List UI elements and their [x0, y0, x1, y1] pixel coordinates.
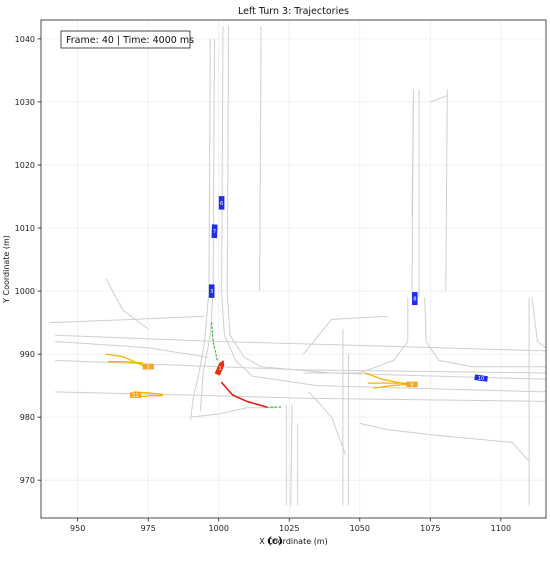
x-tick-label: 1050: [350, 524, 370, 533]
y-tick-label: 990: [20, 350, 35, 359]
trajectory-line: [136, 395, 163, 398]
lane-line: [49, 315, 205, 324]
y-tick-label: 970: [20, 476, 35, 485]
x-axis-label: X Coordinate (m): [259, 537, 327, 546]
lane-line: [430, 95, 448, 103]
vehicle-body: [406, 381, 418, 388]
vehicle-8: [411, 292, 418, 306]
lane-line: [226, 26, 546, 380]
y-axis-label: Y Coordinate (m): [2, 235, 11, 304]
vehicle-11: [129, 392, 142, 398]
frame-annotation: Frame: 40 | Time: 4000 ms: [60, 30, 194, 49]
figure-caption: (c): [267, 536, 283, 547]
x-tick-label: 950: [70, 524, 85, 533]
lane-line: [199, 38, 215, 411]
y-tick-label: 1020: [15, 161, 35, 170]
annotation-text: Frame: 40 | Time: 4000 ms: [66, 35, 194, 46]
trajectory-line: [373, 383, 409, 389]
y-tick-label: 1030: [15, 98, 35, 107]
trajectory-line: [220, 381, 268, 408]
trajectory-line: [211, 322, 218, 361]
vehicle-6: [218, 196, 225, 210]
lane-line: [105, 278, 149, 330]
lane-line: [303, 315, 389, 355]
vehicle-10: [474, 374, 488, 382]
vehicle-body: [208, 284, 215, 298]
annotation-box: [60, 30, 191, 49]
vehicle-label: 6: [220, 201, 223, 207]
lane-line: [55, 391, 546, 402]
plot-area: 1 3 6 7 8 10 5 11 9: [49, 26, 546, 506]
vehicle-label: 1: [219, 366, 222, 372]
lane-line: [55, 334, 546, 352]
vehicle-body: [211, 224, 218, 239]
lane-line: [531, 297, 546, 349]
vehicle-9: [406, 381, 418, 388]
vehicle-label: 9: [410, 382, 413, 388]
lane-line: [424, 297, 546, 368]
vehicle-label: 8: [413, 297, 416, 303]
y-tick-label: 1000: [15, 287, 35, 296]
y-tick-label: 1040: [15, 35, 35, 44]
vehicle-body: [411, 292, 418, 306]
vehicle-body: [474, 374, 488, 382]
vehicle-body: [214, 360, 225, 376]
vehicle-label: 5: [147, 365, 150, 371]
lane-line: [308, 391, 347, 456]
lane-line: [221, 26, 546, 393]
vehicle-3: [208, 284, 215, 298]
lane-line: [259, 26, 262, 292]
lane-line: [290, 404, 293, 506]
x-tick-label: 1075: [420, 524, 440, 533]
lane-line: [190, 407, 276, 418]
lane-line: [303, 297, 409, 374]
vehicle-label: 7: [213, 229, 216, 235]
lane-line: [359, 422, 530, 462]
vehicle-label: 3: [210, 289, 213, 295]
vehicle-body: [142, 363, 154, 370]
vehicle-body: [218, 196, 225, 210]
lane-line: [55, 341, 208, 358]
vehicle-label: 11: [132, 393, 138, 399]
trajectory-line: [108, 361, 144, 364]
plot-frame: [40, 19, 547, 519]
vehicle-1: [214, 360, 225, 376]
lane-line: [190, 38, 211, 421]
chart-title: Left Turn 3: Trajectories: [238, 6, 349, 17]
y-tick-label: 980: [20, 413, 35, 422]
vehicle-7: [211, 224, 218, 239]
vehicle-body: [129, 392, 142, 398]
x-tick-label: 975: [141, 524, 156, 533]
x-tick-label: 1000: [209, 524, 229, 533]
lane-line: [445, 89, 448, 292]
vehicle-label: 10: [478, 376, 484, 382]
vehicle-5: [142, 363, 154, 370]
lane-line: [411, 101, 414, 216]
x-tick-label: 1025: [279, 524, 299, 533]
y-tick-label: 1010: [15, 224, 35, 233]
x-tick-label: 1100: [491, 524, 511, 533]
